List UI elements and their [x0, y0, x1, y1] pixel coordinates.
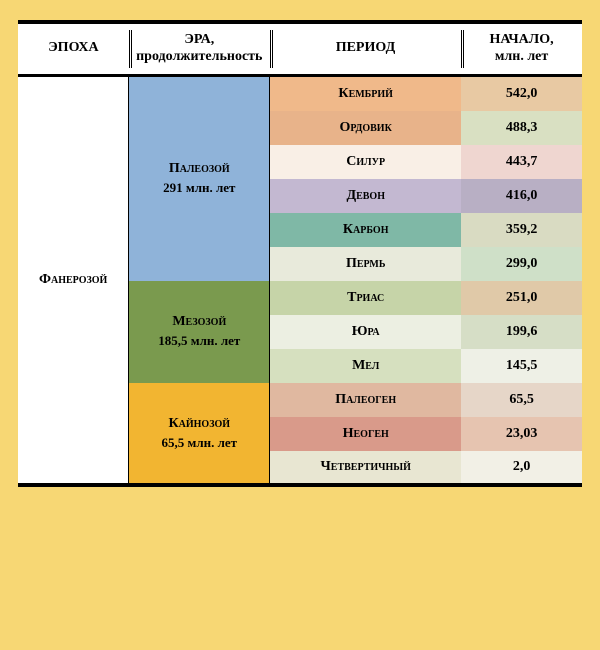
era-cell-1: Мезозой 185,5 млн. лет	[129, 281, 270, 383]
period-cell: Ордовик	[270, 111, 461, 145]
start-cell: 542,0	[461, 77, 582, 111]
footer-stripe	[0, 624, 600, 650]
period-cell: Неоген	[270, 417, 461, 451]
period-cell: Кембрий	[270, 77, 461, 111]
period-cell: Девон	[270, 179, 461, 213]
era-duration: 65,5 млн. лет	[129, 434, 269, 452]
era-duration: 185,5 млн. лет	[129, 332, 269, 350]
start-cell: 2,0	[461, 451, 582, 485]
era-name: Палеозой	[169, 161, 230, 176]
epoch-cell: Фанерозой	[18, 77, 129, 485]
start-cell: 416,0	[461, 179, 582, 213]
start-cell: 23,03	[461, 417, 582, 451]
start-cell: 145,5	[461, 349, 582, 383]
period-cell: Карбон	[270, 213, 461, 247]
era-cell-0: Палеозой 291 млн. лет	[129, 77, 270, 281]
start-cell: 443,7	[461, 145, 582, 179]
period-cell: Четвертичный	[270, 451, 461, 485]
start-cell: 65,5	[461, 383, 582, 417]
period-cell: Юра	[270, 315, 461, 349]
geologic-time-table: ЭПОХАЭРА,продолжительностьПЕРИОДНАЧАЛО,м…	[18, 20, 582, 487]
era-name: Мезозой	[172, 314, 226, 329]
period-cell: Пермь	[270, 247, 461, 281]
era-cell-2: Кайнозой 65,5 млн. лет	[129, 383, 270, 485]
period-cell: Мел	[270, 349, 461, 383]
col-header-era: ЭРА,продолжительность	[129, 23, 270, 76]
start-cell: 299,0	[461, 247, 582, 281]
era-name: Кайнозой	[169, 416, 231, 431]
period-cell: Силур	[270, 145, 461, 179]
col-header-period: ПЕРИОД	[270, 23, 461, 76]
start-cell: 251,0	[461, 281, 582, 315]
col-header-epoch: ЭПОХА	[18, 23, 129, 76]
period-cell: Триас	[270, 281, 461, 315]
era-duration: 291 млн. лет	[129, 179, 269, 197]
start-cell: 488,3	[461, 111, 582, 145]
period-cell: Палеоген	[270, 383, 461, 417]
page-background: ЭПОХАЭРА,продолжительностьПЕРИОДНАЧАЛО,м…	[0, 0, 600, 650]
start-cell: 199,6	[461, 315, 582, 349]
col-header-start: НАЧАЛО,млн. лет	[461, 23, 582, 76]
start-cell: 359,2	[461, 213, 582, 247]
